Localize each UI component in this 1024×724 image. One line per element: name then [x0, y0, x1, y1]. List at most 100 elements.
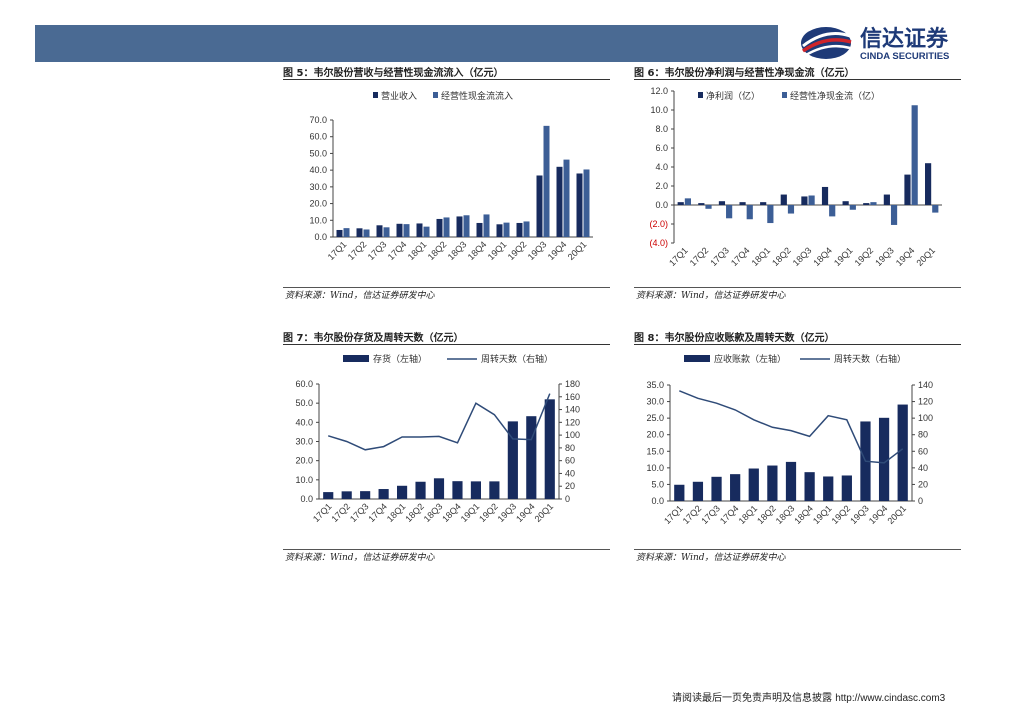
- x-tick-label: 18Q2: [403, 501, 426, 524]
- x-tick-label: 19Q1: [459, 501, 482, 524]
- bar-primary: [748, 468, 759, 501]
- figure-5: 图 5：韦尔股份营收与经营性现金流流入（亿元） 70.0 60.0 50.0 40.0…: [283, 64, 610, 304]
- x-tick-label: 17Q4: [366, 501, 389, 524]
- legend-bar-swatch: [433, 92, 438, 98]
- y-tick-label: 6.0: [655, 143, 668, 153]
- x-tick-label: 17Q3: [348, 501, 371, 524]
- bar-primary: [396, 223, 403, 237]
- bar-primary: [436, 218, 443, 237]
- y-tick-label: 70.0: [309, 115, 327, 125]
- bar-primary: [526, 416, 537, 499]
- figure-8: 图 8：韦尔股份应收账款及周转天数（亿元） 35.0 30.0 25.0 20.0 15…: [634, 329, 961, 565]
- x-tick-label: 19Q2: [853, 245, 876, 268]
- bar-primary: [863, 203, 870, 205]
- x-tick-label: 19Q3: [496, 501, 519, 524]
- bar-primary: [576, 173, 583, 237]
- y-tick-label: 30.0: [295, 437, 313, 447]
- x-tick-label: 19Q4: [546, 239, 569, 262]
- bar-primary: [544, 399, 555, 499]
- legend-label: 经营性现金流流入: [441, 90, 513, 101]
- bar-secondary: [849, 205, 856, 210]
- bar-primary: [692, 481, 704, 501]
- bar-primary: [780, 194, 787, 205]
- x-tick-label: 19Q1: [486, 239, 509, 262]
- brand-name-cn: 信达证券: [860, 26, 949, 51]
- bar-secondary: [746, 205, 753, 220]
- bar-primary: [452, 481, 463, 499]
- y2-tick-label: 160: [565, 392, 580, 402]
- turnover-days-line: [327, 393, 551, 451]
- bar-primary: [323, 492, 334, 499]
- bar-primary: [698, 203, 705, 205]
- source-rule: [283, 549, 610, 550]
- legend-label: 营业收入: [381, 90, 417, 101]
- chart-profit-netcashflow: 12.010.08.06.04.02.00.0(2.0)(4.0)17Q117Q…: [649, 86, 942, 268]
- title-rule: [283, 344, 610, 345]
- x-tick-label: 19Q4: [867, 503, 890, 526]
- bar-primary: [801, 196, 808, 205]
- y-tick-label: 5.0: [651, 479, 664, 489]
- y2-tick-label: 20: [565, 481, 575, 491]
- x-tick-label: 19Q2: [506, 239, 529, 262]
- bar-primary: [556, 166, 563, 237]
- x-tick-label: 20Q1: [914, 245, 937, 268]
- bar-primary: [360, 491, 371, 499]
- header-bar: [35, 25, 778, 62]
- y-tick-label: 30.0: [646, 397, 664, 407]
- bar-primary: [336, 229, 343, 237]
- figure-6: 图 6：韦尔股份净利润与经营性净现金流（亿元） 12.0 10.0 8.0 6.0 4.…: [634, 64, 961, 304]
- bar-secondary: [932, 205, 939, 213]
- legend-bar-swatch: [684, 355, 710, 362]
- bar-primary: [507, 421, 518, 499]
- figure-source: 资料来源：Wind，信达证券研发中心: [285, 553, 435, 563]
- source-rule: [634, 549, 961, 550]
- title-rule: [283, 79, 610, 80]
- bar-primary: [496, 224, 503, 237]
- y-tick-label: 20.0: [295, 456, 313, 466]
- figure-title: 图 5：韦尔股份营收与经营性现金流流入（亿元）: [283, 68, 504, 79]
- figure-title: 图 8：韦尔股份应收账款及周转天数（亿元）: [634, 333, 835, 344]
- bar-primary: [416, 223, 423, 237]
- y-tick-label: 40.0: [295, 417, 313, 427]
- x-tick-label: 18Q3: [422, 501, 445, 524]
- y-tick-label: 15.0: [646, 446, 664, 456]
- bar-secondary: [383, 227, 390, 237]
- chart-inventory-turnover: 60.0 50.0 40.0 30.0 20.0 10.0 0.0 180 160 140 120 1…: [295, 353, 580, 524]
- y-tick-label: 50.0: [309, 148, 327, 158]
- legend-label: 应收账款（左轴）: [714, 353, 786, 364]
- x-tick-label: 20Q1: [885, 503, 908, 526]
- bar-primary: [841, 475, 852, 501]
- bar-secondary: [767, 205, 774, 224]
- x-tick-label: 18Q2: [755, 503, 778, 526]
- bar-secondary: [363, 229, 370, 237]
- x-tick-label: 17Q2: [681, 503, 704, 526]
- y-tick-label: 10.0: [295, 475, 313, 485]
- x-tick-label: 18Q4: [440, 501, 463, 524]
- x-tick-label: 17Q4: [729, 245, 752, 268]
- y2-tick-label: 100: [565, 430, 580, 440]
- bar-primary: [925, 163, 932, 205]
- bar-primary: [489, 481, 500, 499]
- x-tick-label: 18Q1: [385, 501, 408, 524]
- y-tick-label: (4.0): [649, 238, 668, 248]
- footer-url[interactable]: http://www.cindasc.com3: [835, 693, 946, 704]
- y-tick-label: 0.0: [655, 200, 668, 210]
- legend-label: 存货（左轴）: [373, 353, 427, 364]
- bar-primary: [785, 461, 797, 501]
- y-tick-label: 10.0: [646, 463, 664, 473]
- title-rule: [634, 79, 961, 80]
- brand-name-en: CINDA SECURITIES: [860, 51, 949, 62]
- x-tick-label: 17Q4: [718, 503, 741, 526]
- chart-receivables-turnover: 35.0 30.0 25.0 20.0 15.0 10.0 5.0 0.0 140 120 100 8…: [646, 353, 933, 526]
- y2-tick-label: 0: [565, 494, 570, 504]
- bar-primary: [356, 228, 363, 237]
- bar-primary: [823, 476, 834, 501]
- x-tick-label: 20Q1: [533, 501, 556, 524]
- y2-tick-label: 20: [918, 479, 928, 489]
- bar-secondary: [483, 214, 490, 237]
- bar-secondary: [705, 205, 712, 209]
- x-tick-label: 19Q3: [526, 239, 549, 262]
- x-tick-label: 19Q1: [832, 245, 855, 268]
- bar-secondary: [523, 221, 530, 237]
- bar-primary: [711, 476, 722, 501]
